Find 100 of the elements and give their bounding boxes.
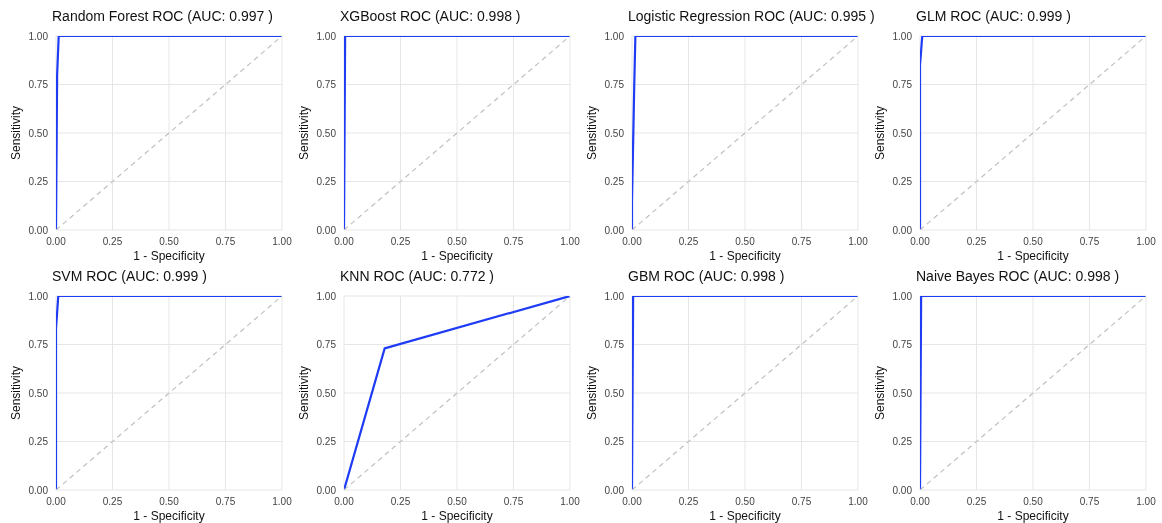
x-tick-label: 0.25: [390, 496, 411, 508]
x-tick-label: 1.00: [560, 496, 581, 508]
x-tick-label: 1.00: [848, 236, 869, 248]
chart-title: Random Forest ROC (AUC: 0.997 ): [51, 8, 274, 26]
x-tick-label: 0.00: [622, 496, 643, 508]
y-axis-title: Sensitivity: [9, 365, 24, 421]
y-tick-label: 0.75: [28, 339, 49, 351]
chart-title: SVM ROC (AUC: 0.999 ): [51, 268, 208, 286]
y-axis-title: Sensitivity: [297, 105, 312, 161]
y-tick-label: 1.00: [316, 30, 337, 42]
y-tick-label: 0.00: [604, 484, 625, 496]
y-tick-label: 0.75: [892, 79, 913, 91]
y-tick-label: 0.00: [28, 224, 49, 236]
x-tick-label: 0.50: [1023, 236, 1044, 248]
x-tick-label: 0.25: [678, 496, 699, 508]
x-tick-label: 1.00: [272, 496, 293, 508]
y-tick-label: 1.00: [892, 290, 913, 302]
x-tick-label: 1.00: [848, 496, 869, 508]
y-tick-label: 0.75: [604, 79, 625, 91]
y-tick-label: 0.25: [604, 176, 625, 188]
line-series: [632, 36, 858, 230]
y-tick-label: 0.25: [316, 436, 337, 448]
x-tick-label: 0.50: [1023, 496, 1044, 508]
x-tick-label: 0.75: [791, 496, 812, 508]
x-tick-label: 0.25: [102, 236, 123, 248]
x-tick-label: 1.00: [272, 236, 293, 248]
x-axis-title: 1 - Specificity: [421, 249, 493, 263]
x-axis-title: 1 - Specificity: [997, 249, 1069, 263]
y-tick-label: 0.25: [28, 176, 49, 188]
y-axis-title: Sensitivity: [873, 105, 888, 161]
y-tick-label: 0.25: [892, 176, 913, 188]
y-tick-label: 0.00: [316, 484, 337, 496]
chart-title: XGBoost ROC (AUC: 0.998 ): [339, 8, 522, 26]
x-tick-label: 0.75: [215, 236, 236, 248]
x-axis-title: 1 - Specificity: [133, 509, 205, 523]
x-tick-label: 0.25: [102, 496, 123, 508]
y-tick-label: 0.25: [892, 436, 913, 448]
y-tick-label: 1.00: [28, 30, 49, 42]
x-tick-label: 1.00: [1136, 236, 1157, 248]
y-tick-label: 0.25: [604, 436, 625, 448]
x-tick-label: 0.00: [46, 236, 67, 248]
x-tick-label: 0.25: [966, 236, 987, 248]
y-axis-title: Sensitivity: [873, 365, 888, 421]
x-axis-title: 1 - Specificity: [709, 509, 781, 523]
x-tick-label: 0.50: [159, 236, 180, 248]
x-tick-label: 0.00: [334, 496, 355, 508]
y-axis-title: Sensitivity: [585, 105, 600, 161]
x-tick-label: 0.75: [503, 236, 524, 248]
y-tick-label: 0.50: [604, 387, 625, 399]
y-tick-label: 1.00: [316, 290, 337, 302]
x-tick-label: 0.50: [447, 236, 468, 248]
y-tick-label: 0.00: [892, 484, 913, 496]
x-tick-label: 0.75: [1079, 496, 1100, 508]
x-axis-title: 1 - Specificity: [133, 249, 205, 263]
y-tick-label: 0.25: [28, 436, 49, 448]
y-tick-label: 0.00: [604, 224, 625, 236]
y-axis-title: Sensitivity: [297, 365, 312, 421]
y-tick-label: 1.00: [604, 30, 625, 42]
x-tick-label: 0.50: [159, 496, 180, 508]
x-tick-label: 0.50: [447, 496, 468, 508]
x-tick-label: 0.00: [622, 236, 643, 248]
x-axis-title: 1 - Specificity: [997, 509, 1069, 523]
y-tick-label: 0.00: [28, 484, 49, 496]
y-tick-label: 0.75: [604, 339, 625, 351]
chart-title: Naive Bayes ROC (AUC: 0.998 ): [915, 268, 1121, 286]
x-tick-label: 0.25: [678, 236, 699, 248]
x-tick-label: 0.00: [910, 236, 931, 248]
x-tick-label: 0.00: [46, 496, 67, 508]
chart-title: KNN ROC (AUC: 0.772 ): [339, 268, 496, 286]
y-tick-label: 0.50: [28, 387, 49, 399]
y-tick-label: 0.50: [892, 127, 913, 139]
y-axis-title: Sensitivity: [585, 365, 600, 421]
chart-title: GLM ROC (AUC: 0.999 ): [916, 8, 1071, 24]
x-tick-label: 0.25: [390, 236, 411, 248]
y-tick-label: 0.75: [316, 79, 337, 91]
y-tick-label: 0.50: [28, 127, 49, 139]
y-tick-label: 0.75: [28, 79, 49, 91]
x-tick-label: 0.50: [735, 496, 756, 508]
y-tick-label: 0.00: [892, 224, 913, 236]
x-tick-label: 1.00: [1136, 496, 1157, 508]
y-axis-title: Sensitivity: [9, 105, 24, 161]
x-tick-label: 1.00: [560, 236, 581, 248]
y-tick-label: 1.00: [28, 290, 49, 302]
y-tick-label: 0.50: [316, 387, 337, 399]
chart-title: GBM ROC (AUC: 0.998 ): [627, 268, 786, 286]
y-tick-label: 1.00: [604, 290, 625, 302]
x-tick-label: 0.50: [735, 236, 756, 248]
y-tick-label: 0.00: [316, 224, 337, 236]
x-tick-label: 0.00: [910, 496, 931, 508]
x-axis-title: 1 - Specificity: [421, 509, 493, 523]
x-tick-label: 0.75: [503, 496, 524, 508]
y-tick-label: 0.50: [604, 127, 625, 139]
x-tick-label: 0.75: [1079, 236, 1100, 248]
y-tick-label: 0.75: [892, 339, 913, 351]
chart-title: Logistic Regression ROC (AUC: 0.995 ): [627, 8, 875, 26]
x-axis-title: 1 - Specificity: [709, 249, 781, 263]
x-tick-label: 0.00: [334, 236, 355, 248]
x-tick-label: 0.75: [215, 496, 236, 508]
x-tick-label: 0.75: [791, 236, 812, 248]
y-tick-label: 0.75: [316, 339, 337, 351]
